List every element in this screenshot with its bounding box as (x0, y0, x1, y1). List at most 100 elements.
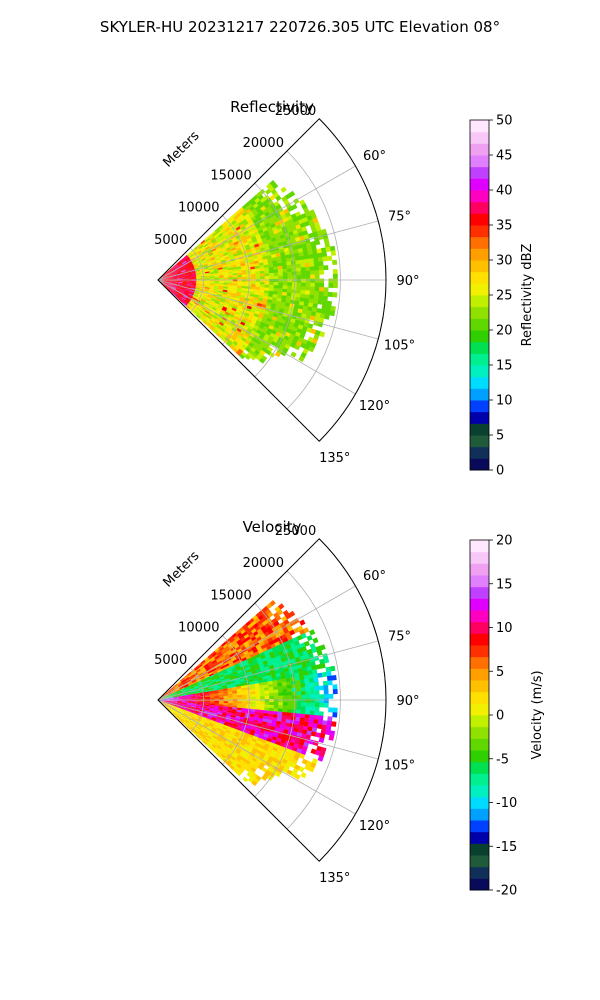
velocity-cell (241, 657, 247, 662)
velocity-cell (187, 715, 192, 719)
reflectivity-cell (179, 266, 185, 270)
reflectivity-cell (209, 269, 214, 272)
velocity-cell (228, 733, 235, 738)
velocity-cell (201, 735, 206, 740)
reflectivity-cell (181, 296, 186, 301)
velocity-cell (231, 709, 237, 712)
reflectivity-cell (212, 322, 218, 327)
velocity-cell (191, 703, 197, 705)
velocity-cell (303, 674, 309, 680)
reflectivity-cell (221, 248, 228, 253)
colorbar-segment (470, 656, 489, 669)
reflectivity-cell (200, 298, 206, 303)
reflectivity-cell (231, 247, 237, 251)
velocity-cell (195, 707, 201, 710)
reflectivity-cell (184, 265, 190, 269)
velocity-cell (196, 695, 201, 697)
reflectivity-cell (173, 281, 179, 283)
velocity-cell (223, 672, 229, 677)
reflectivity-cell (300, 286, 306, 291)
velocity-cell (188, 713, 194, 717)
reflectivity-cell (296, 275, 302, 279)
velocity-cell (298, 766, 305, 773)
velocity-cell (260, 633, 266, 640)
reflectivity-cell (175, 268, 180, 271)
velocity-cell (218, 724, 224, 729)
velocity-cell (222, 688, 228, 691)
velocity-cell (249, 713, 255, 718)
reflectivity-cell (287, 271, 293, 276)
velocity-cell (229, 653, 235, 658)
velocity-cell (329, 665, 336, 672)
reflectivity-cell (278, 308, 285, 313)
reflectivity-cell (236, 247, 242, 252)
reflectivity-cell (223, 275, 229, 278)
colorbar-segment (470, 365, 489, 378)
velocity-cell (250, 686, 256, 690)
velocity-cell (298, 651, 304, 658)
reflectivity-cell (181, 259, 186, 264)
velocity-cell (250, 750, 257, 755)
reflectivity-cell (172, 284, 178, 287)
velocity-cell (182, 702, 188, 704)
reflectivity-cell (230, 245, 236, 250)
reflectivity-cell (228, 241, 234, 246)
velocity-cell (296, 691, 302, 696)
velocity-cell (169, 710, 174, 714)
velocity-cell (176, 708, 181, 711)
reflectivity-cell (246, 352, 253, 358)
velocity-cell (267, 637, 274, 643)
velocity-cell (187, 723, 193, 727)
velocity-cell (198, 731, 204, 736)
reflectivity-cell (222, 250, 228, 255)
reflectivity-cell (179, 298, 184, 303)
reflectivity-cell (267, 328, 273, 334)
reflectivity-cell (308, 254, 314, 260)
reflectivity-cell (174, 265, 179, 269)
reflectivity-cell (327, 291, 333, 298)
reflectivity-cell (283, 247, 290, 253)
reflectivity-cell (202, 260, 208, 264)
colorbar-segment (470, 773, 489, 786)
reflectivity-cell (207, 322, 212, 327)
velocity-cell (187, 723, 192, 728)
reflectivity-cell (207, 305, 213, 309)
reflectivity-cell (164, 281, 169, 283)
velocity-cell (252, 623, 259, 629)
reflectivity-cell (304, 262, 310, 268)
reflectivity-cell (262, 298, 268, 303)
velocity-cell (233, 661, 239, 666)
reflectivity-cell (253, 313, 260, 318)
reflectivity-cell (265, 320, 271, 326)
velocity-cell (223, 692, 229, 695)
reflectivity-cell (305, 286, 311, 291)
reflectivity-cell (164, 277, 169, 279)
reflectivity-cell (238, 323, 245, 329)
reflectivity-cell (163, 275, 169, 278)
reflectivity-cell (254, 213, 261, 219)
velocity-cell (181, 716, 186, 721)
reflectivity-cell (238, 206, 245, 213)
reflectivity-cell (182, 282, 188, 284)
velocity-cell (205, 700, 211, 703)
velocity-cell (323, 689, 329, 695)
reflectivity-cell (190, 267, 195, 271)
velocity-cell (250, 706, 256, 710)
velocity-cell (224, 674, 230, 678)
velocity-cell (325, 729, 331, 736)
velocity-cell (214, 696, 220, 699)
reflectivity-cell (267, 257, 273, 262)
velocity-cell (168, 697, 174, 699)
reflectivity-cell (173, 283, 178, 285)
velocity-cell (253, 762, 260, 768)
velocity-cell (214, 703, 220, 706)
velocity-cell (200, 707, 205, 710)
reflectivity-cell (186, 251, 192, 256)
velocity-cell (305, 686, 311, 692)
reflectivity-cell (305, 314, 311, 320)
velocity-cell (237, 671, 243, 676)
reflectivity-cell (243, 342, 249, 348)
colorbar-segment (470, 796, 489, 809)
reflectivity-cell (286, 292, 292, 297)
velocity-cell (182, 697, 188, 699)
